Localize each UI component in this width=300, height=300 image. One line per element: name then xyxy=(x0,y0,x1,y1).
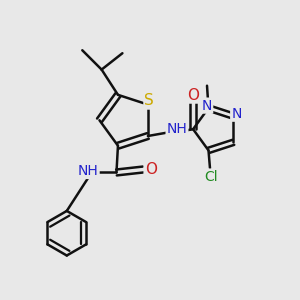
Text: S: S xyxy=(145,94,154,109)
Text: NH: NH xyxy=(167,122,188,136)
Text: NH: NH xyxy=(78,164,99,178)
Text: Cl: Cl xyxy=(205,169,218,184)
Text: N: N xyxy=(231,107,242,121)
Text: N: N xyxy=(202,99,212,112)
Text: O: O xyxy=(145,162,157,177)
Text: O: O xyxy=(187,88,199,103)
